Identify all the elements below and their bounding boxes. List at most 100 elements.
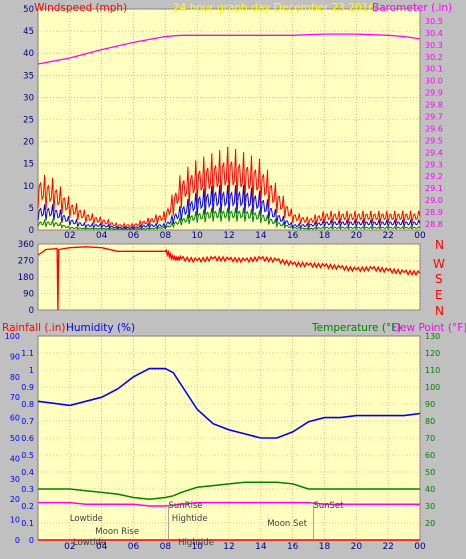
direction-letter-n-top: N	[435, 238, 444, 252]
direction-letter-n-bottom: N	[435, 304, 444, 318]
x-tick-label: 22	[382, 542, 393, 552]
windspeed-axis-title: Windspeed (mph)	[34, 2, 127, 14]
barometer-y-tick-label: 30.3	[425, 41, 443, 50]
rain-y-tick-label: 1.1	[21, 349, 34, 358]
direction-letter-e: E	[435, 288, 443, 302]
wind-y-tick-label: 50	[23, 5, 34, 15]
wind-y-tick-label: 40	[23, 49, 34, 59]
rain-y-tick-label: 0.5	[21, 451, 34, 460]
x-tick-label: 18	[319, 542, 331, 552]
rain-y-tick-label: 0.9	[21, 383, 34, 392]
temperature-y-tick-label: 120	[425, 349, 440, 358]
barometer-y-tick-label: 28.8	[425, 220, 443, 229]
event-annotation: SunRise	[169, 501, 203, 511]
barometer-y-tick-label: 30.0	[425, 77, 443, 86]
barometer-y-tick-label: 29.7	[425, 113, 443, 122]
x-tick-label: 04	[96, 231, 108, 241]
x-tick-label: 02	[64, 231, 75, 241]
event-annotation: Moon Set	[267, 519, 307, 529]
humidity-series-line	[37, 367, 421, 439]
x-tick-label: 16	[287, 542, 299, 552]
wind-low-series-line	[37, 207, 421, 231]
wind-y-tick-label: 45	[23, 27, 34, 37]
wind-y-tick-label: 35	[23, 71, 34, 81]
barometer-y-tick-label: 29.2	[425, 172, 443, 181]
wind-gust-series-line	[37, 146, 421, 230]
rain-y-tick-label: 0.8	[21, 400, 34, 409]
rain-y-tick-label: 0.4	[21, 468, 34, 477]
temperature-y-tick-label: 90	[425, 400, 435, 409]
x-tick-label: 18	[319, 231, 331, 241]
axis-layer: 0202040406060808101012121414161618182020…	[5, 5, 443, 552]
temperature-y-tick-label: 80	[425, 417, 435, 426]
direction-y-tick-label: 90	[23, 290, 34, 300]
direction-y-tick-label: 270	[18, 257, 34, 267]
temperature-y-tick-label: 130	[425, 332, 440, 341]
barometer-y-tick-label: 29.3	[425, 160, 443, 169]
x-tick-label: 06	[128, 231, 140, 241]
barometer-y-tick-label: 30.2	[425, 53, 443, 62]
event-annotation: Lowtide	[73, 538, 106, 548]
barometer-y-tick-label: 29.4	[425, 148, 443, 157]
humidity-y-tick-label: 90	[10, 352, 20, 361]
x-tick-label: 10	[191, 231, 203, 241]
series-layer	[37, 33, 421, 541]
direction-letter-w: W	[433, 257, 445, 271]
x-tick-label: 00	[414, 231, 426, 241]
barometer-y-tick-label: 29.8	[425, 101, 443, 110]
wind-y-tick-label: 5	[29, 204, 34, 214]
direction-y-tick-label: 180	[18, 273, 34, 283]
x-tick-label: 02	[64, 542, 75, 552]
barometer-y-tick-label: 29.6	[425, 124, 443, 133]
x-tick-label: 14	[255, 542, 267, 552]
humidity-y-tick-label: 80	[10, 373, 20, 382]
humidity-y-tick-label: 60	[10, 414, 20, 423]
x-tick-label: 12	[223, 542, 234, 552]
temperature-y-tick-label: 20	[425, 519, 435, 528]
barometer-y-tick-label: 29.0	[425, 196, 443, 205]
x-tick-label: 22	[382, 231, 393, 241]
humidity-y-tick-label: 0	[15, 536, 20, 545]
wind-y-tick-label: 0	[29, 226, 34, 236]
temperature-y-tick-label: 110	[425, 366, 440, 375]
direction-series-line	[37, 246, 421, 311]
x-tick-label: 04	[96, 542, 108, 552]
x-tick-label: 16	[287, 231, 299, 241]
wind-y-tick-label: 25	[23, 116, 34, 126]
temperature-y-tick-label: 100	[425, 383, 440, 392]
temperature-y-tick-label: 70	[425, 434, 435, 443]
x-tick-label: 20	[351, 231, 363, 241]
humidity-y-tick-label: 30	[10, 475, 20, 484]
event-annotation: Hightide	[172, 514, 208, 524]
temperature-y-tick-label: 30	[425, 502, 435, 511]
rain-y-tick-label: 0.6	[21, 434, 34, 443]
rain-y-tick-label: 0.1	[21, 519, 34, 528]
dewpoint-series-line	[38, 501, 420, 507]
rain-y-tick-label: 0.7	[21, 417, 34, 426]
x-tick-label: 14	[255, 231, 267, 241]
wind-average-series-line	[37, 184, 421, 230]
x-tick-label: 08	[160, 542, 172, 552]
temperature-y-tick-label: 60	[425, 451, 435, 460]
barometer-axis-title: Barometer (.in)	[372, 2, 452, 14]
x-tick-label: 06	[128, 542, 140, 552]
event-annotation: Moon Rise	[95, 527, 139, 537]
dewpoint-axis-title: Dew Point (°F)	[392, 322, 466, 334]
event-annotation: Hightide	[178, 538, 214, 548]
barometer-y-tick-label: 30.1	[425, 65, 443, 74]
wind-y-tick-label: 20	[23, 138, 34, 148]
humidity-y-tick-label: 50	[10, 434, 20, 443]
wind-y-tick-label: 15	[23, 160, 34, 170]
direction-y-tick-label: 360	[18, 240, 34, 250]
rain-y-tick-label: 0	[29, 536, 34, 545]
humidity-y-tick-label: 10	[10, 516, 20, 525]
rainfall-axis-title: Rainfall (.in)	[2, 322, 65, 334]
barometer-y-tick-label: 30.4	[425, 29, 443, 38]
wind-y-tick-label: 30	[23, 93, 34, 103]
x-tick-label: 08	[160, 231, 172, 241]
humidity-axis-title: Humidity (%)	[66, 322, 135, 334]
barometer-series-line	[37, 33, 421, 65]
rain-y-tick-label: 0.2	[21, 502, 34, 511]
